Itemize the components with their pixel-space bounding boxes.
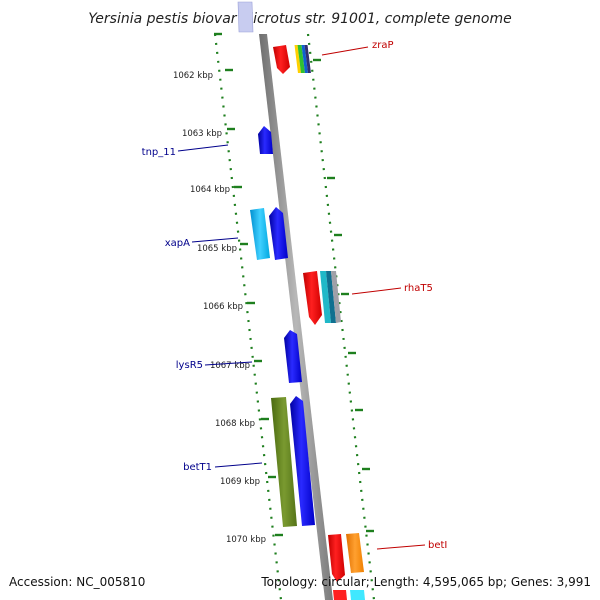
tick-label: 1063 kbp [182,129,222,139]
ruler-tick-marks [214,32,374,537]
gene-label: xapA [165,238,190,249]
tick-label: 1064 kbp [190,185,230,195]
reverse-strand-genes [237,1,315,527]
gene-arrow [290,396,315,526]
tick-label: 1069 kbp [220,477,260,487]
gene-arrow [297,45,305,73]
gene-label: tnp_11 [142,147,176,158]
gene-arrow [346,533,364,573]
gene-arrow [301,45,308,73]
gene-label: betT1 [183,462,212,473]
accession-text: Accession: NC_005810 [9,575,145,589]
tick-label: 1066 kbp [203,302,243,312]
genome-summary-text: Topology: circular; Length: 4,595,065 bp… [260,575,591,589]
gene-arrow [303,271,322,325]
gene-label: betI [428,540,447,551]
gene-arrow [258,126,273,154]
gene-arrow [269,207,288,260]
gene-arrow [284,330,302,383]
left-label-leaders [177,144,263,468]
gene-arrow [328,534,345,582]
tick-label: 1070 kbp [226,535,266,545]
map-title: Yersinia pestis biovar Microtus str. 910… [88,11,511,27]
gene-label: zraP [372,40,394,51]
gene-arrow [237,1,254,33]
gene-arrow [250,208,270,260]
gene-arrow [271,397,297,527]
tick-label: 1062 kbp [173,71,213,81]
tick-label: 1067 kbp [210,361,250,371]
gene-arrow [304,45,311,73]
right-gene-labels: zraP rhaT5 betI [372,40,447,551]
tick-label: 1065 kbp [197,244,237,254]
gene-label: rhaT5 [404,283,433,294]
left-gene-labels: tnp_11 xapA lysR5 betT1 [142,147,212,473]
gene-arrow [331,271,341,323]
genome-backbone [259,34,333,600]
right-label-leaders [321,46,426,550]
gene-arrow [350,590,365,600]
tick-label: 1068 kbp [215,419,255,429]
gene-arrow [320,271,331,323]
gene-label: lysR5 [176,360,203,371]
gene-arrow [326,271,336,323]
gene-arrow [294,45,301,73]
gene-arrow [273,45,290,74]
forward-strand-genes [273,45,365,600]
gene-arrow [333,590,347,600]
ruler-tick-labels: 1062 kbp 1063 kbp 1064 kbp 1065 kbp 1066… [173,71,266,545]
